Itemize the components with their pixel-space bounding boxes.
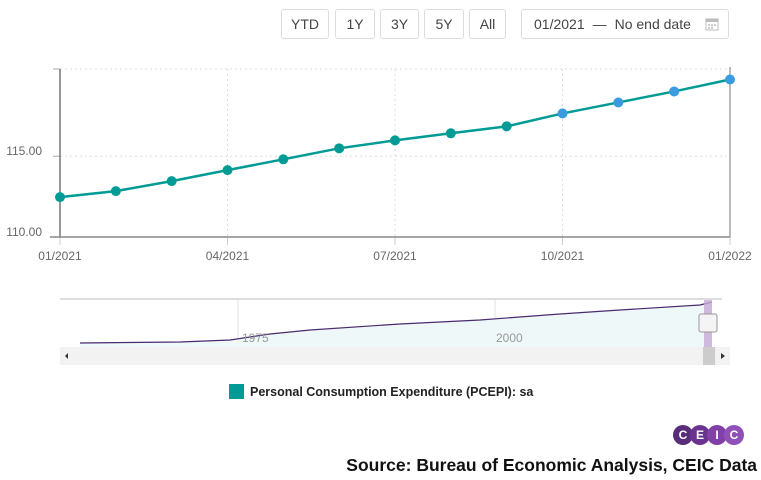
navigator-handle[interactable]: [698, 313, 718, 333]
data-point: [110, 186, 121, 197]
x-tick-label: 01/2021: [38, 249, 82, 263]
scrollbar-thumb[interactable]: [703, 347, 715, 365]
calendar-icon: [705, 18, 719, 31]
navigator-year-label: 2000: [496, 331, 523, 345]
x-tick-label: 07/2021: [373, 249, 417, 263]
3y-button[interactable]: 3Y: [380, 9, 419, 39]
legend-label: Personal Consumption Expenditure (PCEPI)…: [250, 384, 534, 399]
ytd-button[interactable]: YTD: [281, 9, 329, 39]
data-point: [166, 176, 177, 187]
data-point: [55, 192, 65, 203]
data-point: [613, 97, 624, 108]
end-date: No end date: [614, 16, 691, 32]
scrollbar-track[interactable]: [60, 347, 730, 365]
data-point: [557, 108, 568, 119]
navigator-line: [79, 301, 713, 344]
legend-swatch: [229, 384, 244, 399]
data-point: [725, 74, 735, 85]
data-point: [278, 154, 289, 165]
data-point: [445, 128, 456, 139]
date-separator: —: [592, 16, 607, 32]
scroll-left-arrow-icon[interactable]: [65, 353, 68, 359]
y-tick-label: 110.00: [6, 225, 42, 239]
x-tick-label: 01/2022: [708, 249, 752, 263]
y-tick-label: 115.00: [6, 144, 42, 158]
line-chart: 01/2021 04/2021 07/2021 10/2021 01/2022 110.0…: [6, 67, 752, 365]
start-date: 01/2021: [534, 16, 585, 32]
navigator-year-label: 1975: [242, 331, 269, 345]
5y-button[interactable]: 5Y: [424, 9, 464, 39]
data-point: [222, 165, 233, 176]
date-range-picker[interactable]: 01/2021 — No end date: [521, 9, 729, 39]
all-button[interactable]: All: [469, 9, 506, 39]
x-tick-label: 10/2021: [541, 249, 585, 263]
data-point: [334, 143, 345, 154]
data-point: [501, 121, 512, 132]
source-text: Source: Bureau of Economic Analysis, CEI…: [346, 455, 757, 475]
scroll-right-arrow-icon[interactable]: [721, 353, 725, 359]
data-point: [390, 135, 400, 146]
x-tick-label: 04/2021: [206, 249, 250, 263]
legend-item[interactable]: Personal Consumption Expenditure (PCEPI)…: [229, 384, 533, 399]
1y-button[interactable]: 1Y: [335, 9, 375, 39]
data-point: [669, 86, 680, 97]
navigator: 1975 2000: [60, 298, 730, 365]
